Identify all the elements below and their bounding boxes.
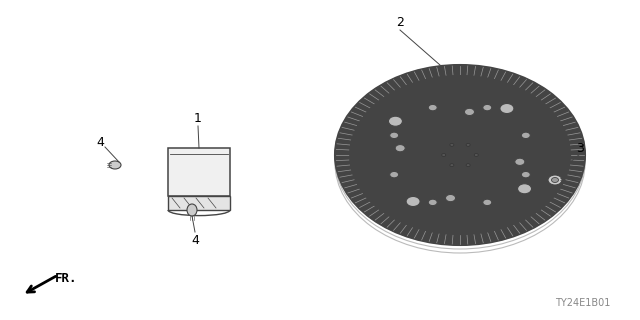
- FancyBboxPatch shape: [168, 148, 230, 196]
- Ellipse shape: [388, 116, 403, 126]
- Text: 2: 2: [396, 15, 404, 28]
- Ellipse shape: [358, 81, 563, 229]
- Ellipse shape: [440, 175, 445, 179]
- Text: 3: 3: [576, 141, 584, 155]
- Ellipse shape: [518, 184, 532, 194]
- Ellipse shape: [335, 65, 585, 245]
- Ellipse shape: [422, 153, 428, 157]
- Ellipse shape: [515, 158, 525, 165]
- Ellipse shape: [406, 196, 420, 206]
- Ellipse shape: [420, 126, 500, 184]
- Text: 4: 4: [96, 135, 104, 148]
- Ellipse shape: [390, 172, 399, 178]
- Ellipse shape: [444, 143, 476, 167]
- Ellipse shape: [450, 164, 454, 167]
- Ellipse shape: [410, 119, 510, 191]
- Ellipse shape: [483, 104, 492, 111]
- Ellipse shape: [465, 108, 474, 116]
- Text: FR.: FR.: [55, 271, 77, 284]
- Ellipse shape: [466, 143, 470, 146]
- Ellipse shape: [492, 153, 498, 157]
- Ellipse shape: [187, 204, 197, 216]
- Ellipse shape: [390, 132, 399, 139]
- Ellipse shape: [474, 131, 481, 135]
- Ellipse shape: [428, 199, 437, 206]
- Ellipse shape: [552, 178, 559, 182]
- Ellipse shape: [440, 131, 445, 135]
- Ellipse shape: [350, 76, 570, 234]
- Ellipse shape: [109, 161, 121, 169]
- Ellipse shape: [483, 199, 492, 206]
- Text: 1: 1: [194, 111, 202, 124]
- Ellipse shape: [428, 104, 437, 111]
- Ellipse shape: [445, 195, 456, 202]
- Ellipse shape: [548, 175, 562, 185]
- FancyBboxPatch shape: [168, 196, 230, 210]
- Ellipse shape: [522, 172, 531, 178]
- Ellipse shape: [466, 164, 470, 167]
- Ellipse shape: [451, 149, 468, 161]
- Ellipse shape: [474, 175, 481, 179]
- Ellipse shape: [522, 132, 531, 139]
- Ellipse shape: [474, 154, 478, 156]
- Text: TY24E1B01: TY24E1B01: [555, 298, 610, 308]
- Ellipse shape: [500, 103, 514, 114]
- Ellipse shape: [395, 145, 405, 152]
- Text: 4: 4: [191, 234, 199, 246]
- Ellipse shape: [442, 154, 445, 156]
- Ellipse shape: [435, 137, 485, 173]
- Ellipse shape: [450, 143, 454, 146]
